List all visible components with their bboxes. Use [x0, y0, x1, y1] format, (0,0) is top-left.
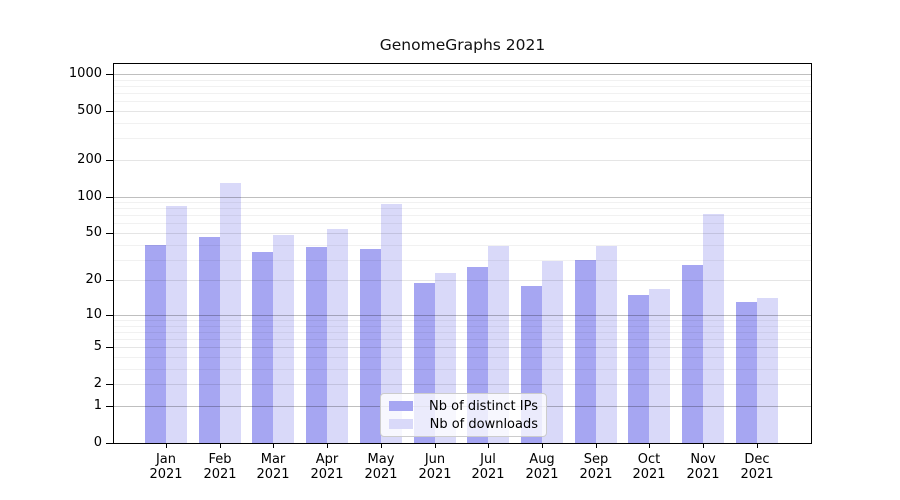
bar-downloads-dec	[756, 298, 778, 443]
x-tick-label-aug: Aug 2021	[525, 452, 559, 482]
y-tick-label-100: 100	[77, 189, 102, 204]
y-tick-mark-200	[106, 160, 113, 161]
y-tick-mark-500	[106, 111, 113, 112]
x-tick-label-nov: Nov 2021	[686, 452, 720, 482]
y-tick-label-1000: 1000	[68, 66, 102, 81]
x-tick-mark-apr	[327, 443, 328, 448]
y-tick-label-5: 5	[93, 339, 102, 354]
y-tick-label-2: 2	[93, 376, 102, 391]
legend-item-distinct-ips: Nb of distinct IPs	[387, 399, 540, 414]
x-tick-mark-aug	[542, 443, 543, 448]
legend-label-distinct-ips: Nb of distinct IPs	[429, 398, 538, 414]
bar-downloads-may	[380, 204, 402, 443]
x-tick-label-apr: Apr 2021	[310, 452, 344, 482]
bar-distinct-ips-jan	[145, 244, 166, 443]
bar-downloads-nov	[703, 213, 724, 443]
x-tick-label-jun: Jun 2021	[418, 452, 452, 482]
x-tick-mark-jan	[166, 443, 167, 448]
y-tick-mark-0	[106, 443, 113, 444]
x-tick-mark-jul	[488, 443, 489, 448]
bar-downloads-apr	[327, 228, 349, 443]
x-axis: Jan 2021 Feb 2021 Mar 2021 Apr 2021 May 2021 Jun 20…	[114, 64, 811, 482]
bar-distinct-ips-mar	[252, 251, 274, 443]
bar-distinct-ips-dec	[735, 302, 757, 443]
y-tick-mark-5	[106, 347, 113, 348]
x-tick-label-may: May 2021	[364, 452, 398, 482]
plot-area: GenomeGraphs 2021 Jan 2021 Feb 2021 Mar 2021 A…	[69, 36, 812, 482]
y-tick-label-10: 10	[85, 307, 102, 322]
bars-layer	[114, 64, 811, 443]
x-tick-mark-oct	[649, 443, 650, 448]
legend-swatch-downloads	[389, 419, 413, 429]
y-tick-label-0: 0	[93, 435, 102, 450]
x-tick-label-oct: Oct 2021	[632, 452, 666, 482]
y-tick-label-200: 200	[77, 152, 102, 167]
x-tick-label-feb: Feb 2021	[203, 452, 237, 482]
y-tick-mark-20	[106, 280, 113, 281]
y-tick-label-1: 1	[93, 398, 102, 413]
bar-downloads-jan	[166, 205, 187, 443]
legend: Nb of distinct IPs Nb of downloads	[380, 393, 547, 437]
y-axis: 0 1 2 5 10 20 50 100 200 500 1000	[69, 64, 811, 450]
y-tick-mark-1	[106, 406, 113, 407]
bar-downloads-aug	[541, 261, 563, 443]
y-tick-label-50: 50	[85, 225, 102, 240]
x-tick-mark-dec	[757, 443, 758, 448]
y-tick-mark-2	[106, 384, 113, 385]
bar-distinct-ips-may	[359, 248, 381, 443]
x-tick-mark-feb	[220, 443, 221, 448]
bar-distinct-ips-feb	[198, 237, 220, 443]
x-tick-label-jan: Jan 2021	[149, 452, 183, 482]
legend-swatch-distinct-ips	[389, 401, 413, 411]
bar-downloads-sep	[595, 245, 617, 443]
y-tick-mark-10	[106, 315, 113, 316]
x-tick-mark-jun	[435, 443, 436, 448]
bar-downloads-feb	[219, 183, 241, 443]
legend-item-downloads: Nb of downloads	[387, 417, 540, 432]
y-tick-label-500: 500	[77, 103, 102, 118]
y-tick-mark-100	[106, 197, 113, 198]
x-tick-label-dec: Dec 2021	[740, 452, 774, 482]
x-tick-mark-nov	[703, 443, 704, 448]
bar-distinct-ips-apr	[306, 247, 328, 443]
x-tick-label-jul: Jul 2021	[471, 452, 505, 482]
x-tick-mark-may	[381, 443, 382, 448]
bar-distinct-ips-nov	[682, 265, 703, 443]
bar-distinct-ips-oct	[628, 294, 650, 443]
x-tick-label-sep: Sep 2021	[579, 452, 613, 482]
x-tick-mark-mar	[273, 443, 274, 448]
bar-downloads-mar	[273, 235, 295, 443]
y-tick-label-20: 20	[85, 272, 102, 287]
legend-label-downloads: Nb of downloads	[429, 416, 538, 432]
y-tick-mark-50	[106, 233, 113, 234]
x-tick-label-mar: Mar 2021	[256, 452, 290, 482]
chart-title: GenomeGraphs 2021	[379, 36, 546, 54]
bar-downloads-oct	[649, 288, 671, 443]
x-tick-mark-sep	[596, 443, 597, 448]
y-tick-mark-1000	[106, 74, 113, 75]
bar-distinct-ips-sep	[574, 259, 596, 443]
